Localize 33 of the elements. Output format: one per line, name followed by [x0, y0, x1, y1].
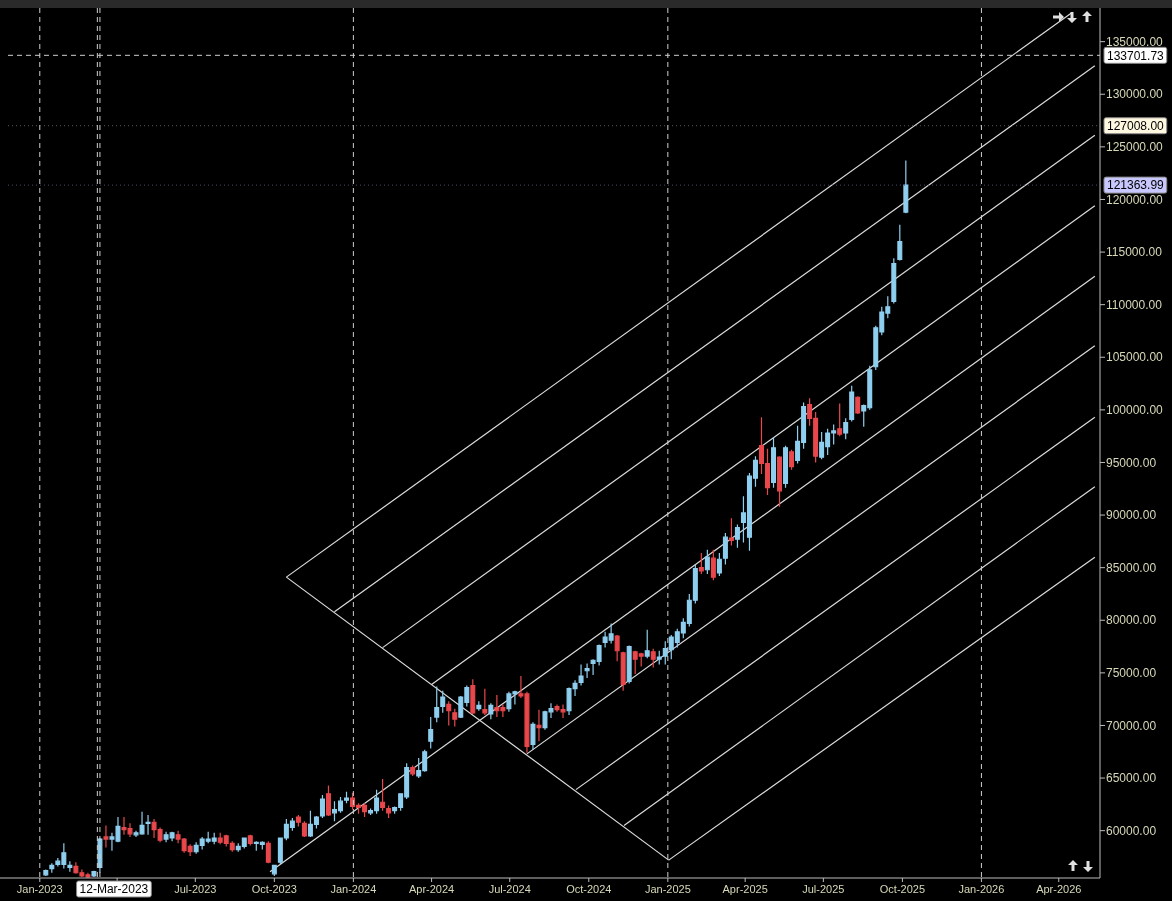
y-tick-label: 95000.00 — [1106, 455, 1157, 470]
x-tick-label: Apr-2025 — [722, 883, 768, 895]
y-tick-label: 75000.00 — [1106, 666, 1157, 681]
y-tick-label: 105000.00 — [1106, 350, 1164, 365]
y-tick-label: 90000.00 — [1106, 508, 1157, 523]
y-tick-label: 110000.00 — [1106, 297, 1163, 312]
ref-line-label: 121363.99 — [1107, 178, 1165, 193]
x-tick-label: Jul-2023 — [174, 883, 217, 895]
ref-line-label: 127008.00 — [1107, 118, 1165, 133]
y-tick-label: 100000.00 — [1106, 403, 1164, 418]
x-tick-label: Jul-2024 — [488, 883, 531, 895]
ref-line-label: 12-Mar-2023 — [79, 882, 149, 897]
x-tick-label: Jan-2025 — [644, 883, 691, 895]
x-tick-label: Jan-2024 — [330, 883, 377, 895]
x-tick-label: Apr-2024 — [408, 883, 455, 895]
x-tick-label: Jul-2025 — [802, 883, 845, 895]
y-tick-label: 65000.00 — [1106, 771, 1157, 786]
y-tick-label: 135000.00 — [1106, 34, 1164, 49]
y-tick-label: 120000.00 — [1106, 192, 1164, 207]
x-tick-label: Jan-2023 — [16, 883, 63, 895]
y-tick-label: 115000.00 — [1106, 245, 1163, 260]
y-tick-label: 80000.00 — [1106, 613, 1157, 628]
x-tick-label: Oct-2025 — [879, 883, 926, 895]
ref-line-label: 133701.73 — [1107, 48, 1165, 63]
x-tick-label: Oct-2024 — [566, 883, 612, 895]
y-tick-label: 130000.00 — [1106, 87, 1164, 102]
x-tick-label: Oct-2023 — [251, 883, 297, 895]
y-tick-label: 60000.00 — [1106, 823, 1157, 838]
y-tick-label: 85000.00 — [1106, 560, 1157, 575]
y-tick-label: 125000.00 — [1106, 140, 1164, 155]
x-tick-label: Apr-2026 — [1036, 883, 1082, 895]
y-tick-label: 70000.00 — [1106, 718, 1157, 733]
x-tick-label: Jan-2026 — [958, 883, 1005, 895]
